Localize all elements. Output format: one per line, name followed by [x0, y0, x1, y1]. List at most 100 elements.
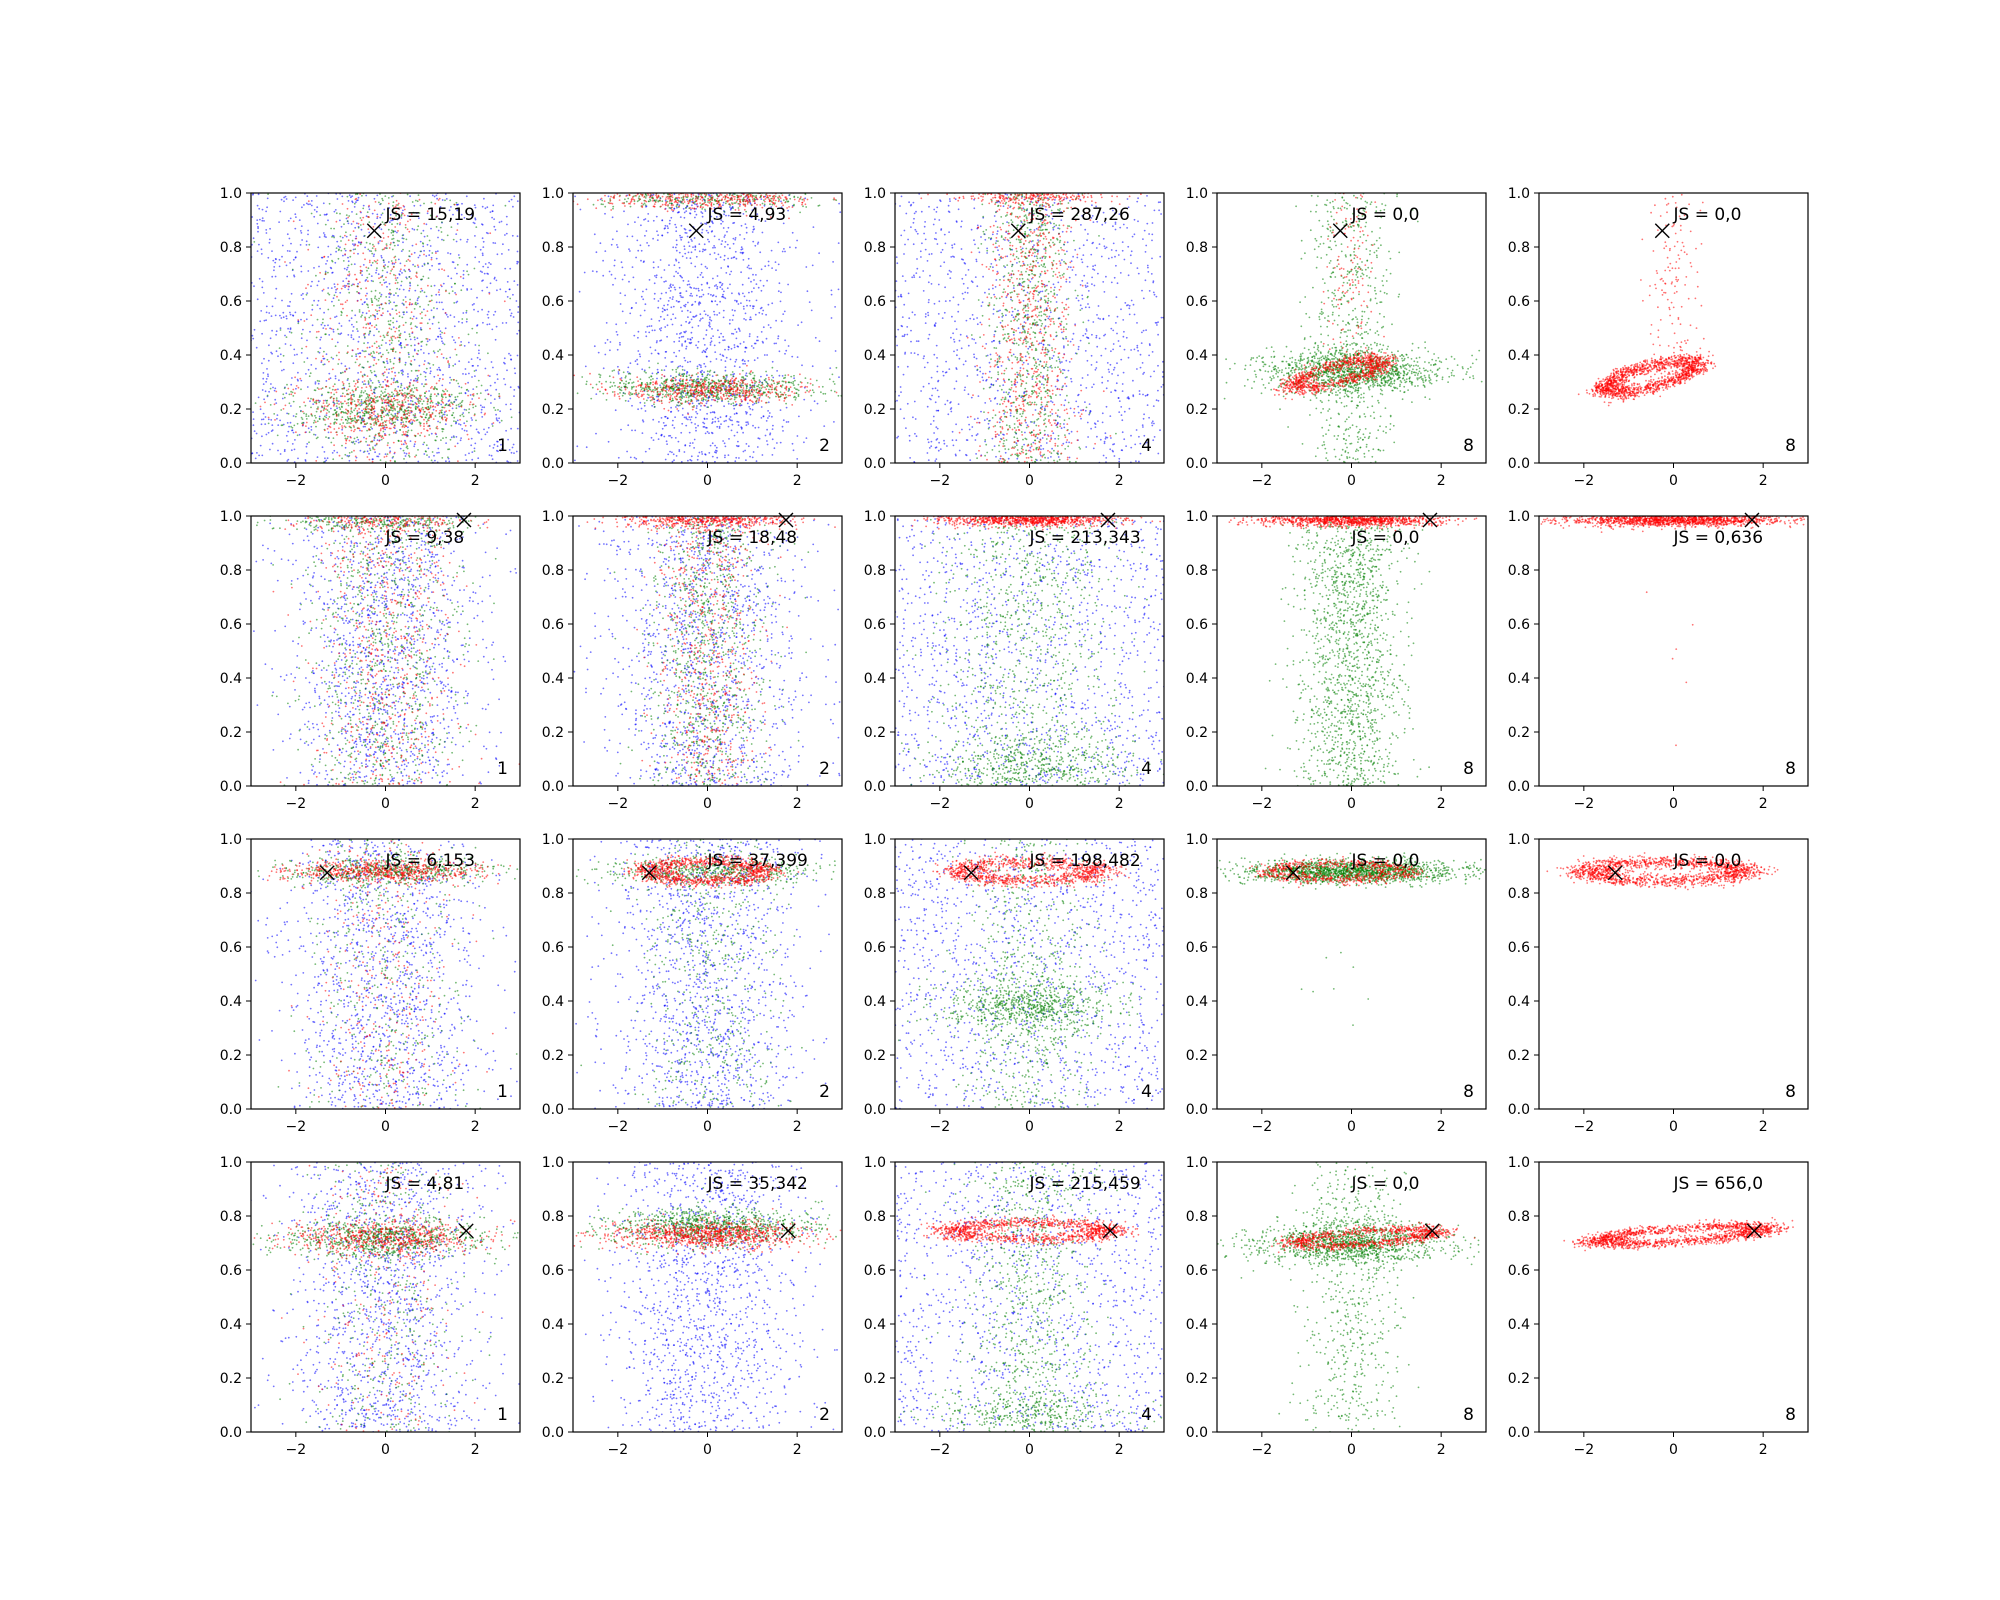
scatter-point: [677, 365, 680, 368]
scatter-point: [289, 313, 292, 316]
scatter-point: [398, 329, 400, 332]
scatter-point: [656, 239, 659, 242]
scatter-point: [431, 252, 434, 254]
scatter-point: [444, 423, 447, 426]
scatter-point: [730, 403, 733, 405]
scatter-point: [376, 267, 378, 269]
scatter-point: [714, 300, 717, 302]
scatter-point: [396, 222, 399, 225]
scatter-point: [710, 340, 713, 343]
scatter-point: [776, 442, 778, 444]
scatter-point: [473, 204, 476, 207]
scatter-point: [629, 362, 632, 365]
scatter-point: [690, 341, 693, 344]
scatter-point: [407, 220, 409, 223]
scatter-point: [433, 307, 435, 309]
scatter-point: [704, 265, 707, 268]
scatter-point: [690, 251, 693, 254]
scatter-point: [390, 413, 393, 416]
scatter-point: [449, 405, 452, 407]
scatter-point: [408, 287, 411, 290]
scatter-point: [690, 455, 693, 458]
scatter-point: [332, 330, 335, 333]
scatter-point: [771, 267, 773, 269]
scatter-point: [279, 360, 282, 363]
scatter-point: [771, 366, 774, 369]
scatter-point: [368, 366, 371, 369]
scatter-point: [414, 377, 417, 380]
scatter-point: [394, 351, 397, 353]
scatter-point: [335, 220, 338, 223]
scatter-point: [423, 395, 426, 398]
scatter-point: [391, 308, 394, 310]
scatter-point: [428, 318, 431, 321]
scatter-point: [509, 314, 512, 317]
scatter-point: [389, 272, 392, 275]
scatter-point: [365, 327, 367, 329]
scatter-point: [308, 441, 310, 444]
scatter-point: [674, 416, 676, 418]
scatter-point: [320, 256, 323, 259]
scatter-point: [327, 292, 329, 295]
scatter-point: [405, 300, 407, 303]
scatter-point: [694, 216, 696, 219]
scatter-point: [427, 419, 430, 422]
scatter-point: [451, 261, 454, 263]
scatter-point: [365, 287, 367, 290]
scatter-point: [340, 303, 342, 306]
scatter-point: [354, 407, 357, 410]
scatter-point: [259, 218, 261, 221]
scatter-point: [402, 303, 405, 305]
scatter-point: [512, 443, 515, 446]
scatter-point: [421, 403, 424, 405]
scatter-point: [724, 297, 727, 300]
scatter-point: [602, 274, 605, 277]
scatter-point: [307, 397, 310, 400]
scatter-point: [342, 387, 344, 390]
scatter-point: [303, 320, 306, 322]
scatter-point: [331, 236, 333, 238]
scatter-point: [763, 354, 766, 356]
scatter-point: [388, 302, 391, 305]
scatter-point: [676, 206, 678, 209]
scatter-point: [376, 417, 379, 420]
scatter-point: [419, 373, 422, 376]
scatter-point: [299, 406, 301, 408]
scatter-point: [702, 276, 704, 279]
scatter-point: [360, 391, 363, 394]
scatter-point: [801, 364, 803, 367]
scatter-point: [371, 261, 374, 264]
scatter-point: [388, 339, 391, 342]
scatter-point: [686, 371, 689, 374]
scatter-point: [392, 266, 395, 268]
scatter-point: [695, 213, 698, 216]
scatter-point: [316, 222, 319, 225]
scatter-point: [355, 201, 357, 204]
scatter-point: [770, 379, 773, 381]
scatter-point: [333, 409, 336, 412]
scatter-point: [475, 369, 477, 372]
scatter-point: [429, 245, 432, 247]
scatter-point: [305, 244, 308, 246]
scatter-point: [743, 238, 746, 240]
scatter-point: [309, 372, 312, 375]
scatter-point: [656, 340, 658, 342]
scatter-point: [685, 290, 688, 292]
scatter-point: [771, 415, 773, 418]
scatter-point: [489, 282, 492, 285]
scatter-point: [735, 358, 738, 361]
scatter-point: [261, 362, 263, 365]
scatter-point: [287, 305, 289, 307]
scatter-point: [680, 306, 682, 309]
scatter-point: [265, 305, 268, 308]
scatter-point: [441, 389, 444, 392]
scatter-point: [649, 388, 652, 391]
scatter-point: [347, 288, 350, 291]
scatter-point: [741, 369, 744, 372]
scatter-point: [267, 416, 270, 419]
scatter-point: [422, 245, 425, 248]
scatter-point: [644, 234, 646, 237]
scatter-point: [357, 226, 360, 229]
scatter-point: [419, 423, 422, 425]
scatter-point: [703, 344, 706, 346]
